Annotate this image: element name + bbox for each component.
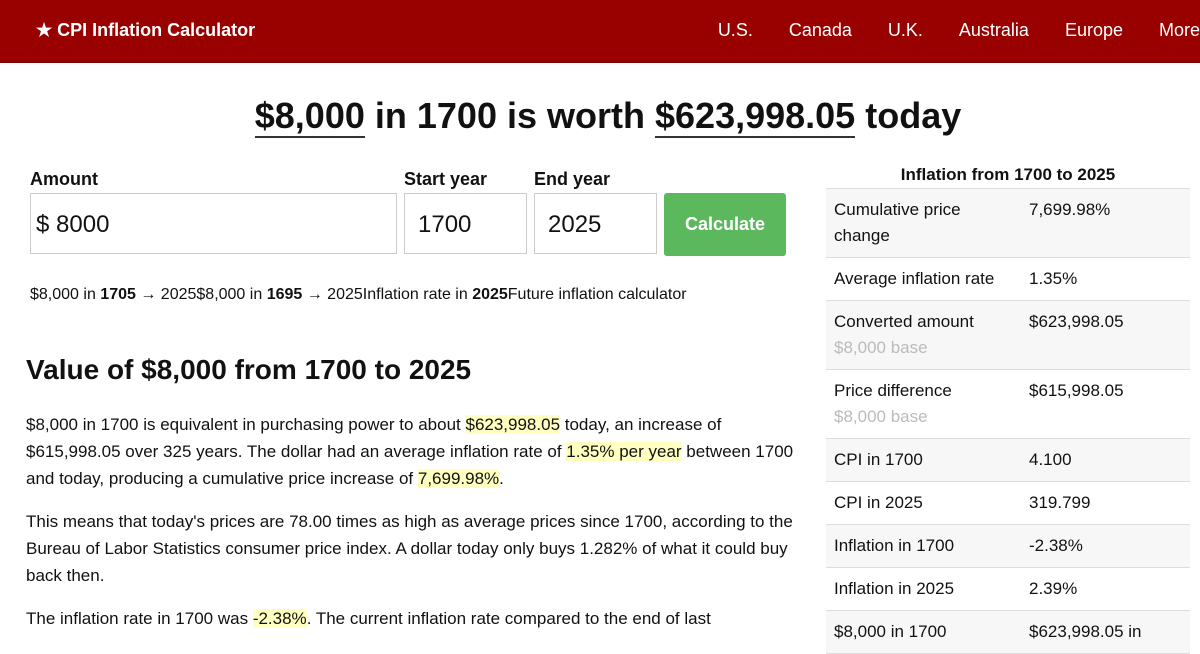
row-value: 2.39% [1029,579,1078,598]
chip[interactable]: Inflation rate in 2025 [363,286,508,304]
table-row: Cumulative price change 7,699.98% [826,189,1190,258]
row-label-cell: Converted amount $8,000 base [826,309,1029,361]
row-label-cell: $8,000 in 1700 [826,619,1029,645]
sidebar-table: Cumulative price change 7,699.98% Average … [826,189,1190,654]
row-label-cell: Price difference $8,000 base [826,378,1029,430]
text: The inflation rate in 1700 was [26,609,253,628]
chip-text: $8,000 in [30,286,96,303]
brand[interactable]: ★ CPI Inflation Calculator [36,20,256,40]
top-bar: ★ CPI Inflation Calculator U.S. Canada U.K… [0,0,1200,63]
row-value: -2.38% [1029,536,1083,555]
chip[interactable]: $8,000 in 1705 → 2025 [30,286,196,304]
row-label-cell: Cumulative price change [826,197,1029,249]
text: today, an increase of $615,998.05 over 3… [26,415,722,461]
row-label-cell: CPI in 1700 [826,447,1029,473]
row-label-cell: Inflation in 2025 [826,576,1029,602]
row-label-cell: CPI in 2025 [826,490,1029,516]
nav: U.S. Canada U.K. Australia Europe More [682,20,1200,41]
text: . [499,469,504,488]
headline: $8,000 in 1700 is worth $623,998.05 toda… [0,95,1200,138]
row-label-cell: Average inflation rate [826,266,1029,292]
chip-text: 1695 [266,286,303,303]
table-row: Inflation in 2025 2.39% [826,568,1190,611]
row-label: $8,000 in 1700 [834,622,947,641]
row-value: $623,998.05 [1029,312,1124,331]
chips: $8,000 in 1705 → 2025 $8,000 in 1695 → 20… [30,286,687,304]
text: This means that today's prices are 78.00… [26,512,793,585]
nav-link[interactable]: U.K. [887,20,923,40]
start-input[interactable]: 1700 [404,193,527,254]
chip-text: Inflation rate in [362,286,468,303]
table-row: CPI in 2025 319.799 [826,482,1190,525]
row-label: Average inflation rate [834,269,995,288]
section-title: Value of $8,000 from 1700 to 2025 [26,354,472,385]
text: . The current inflation rate compared to… [306,609,711,628]
table-row: Price difference $8,000 base $615,998.05 [826,370,1190,439]
headline-text: today [865,95,962,136]
field-label: End year [534,169,611,189]
row-value: 4.100 [1029,450,1072,469]
text: $8,000 in 1700 is equivalent in purchasi… [26,415,466,434]
chip-text: → 2025 [306,286,363,303]
headline-amount: $8,000 [254,95,365,138]
nav-link[interactable]: Australia [958,20,1029,40]
field-label: Start year [404,169,488,189]
headline-text: in 1700 is worth [374,95,645,136]
field-label: Amount [30,169,98,189]
sidebar-title: Inflation from 1700 to 2025 [826,162,1190,189]
highlight: 1.35% per year [566,442,682,461]
table-row: Converted amount $8,000 base $623,998.05 [826,301,1190,370]
currency: $ [36,211,50,238]
row-label: Inflation in 2025 [834,579,955,598]
table-row: CPI in 1700 4.100 [826,439,1190,482]
input-value: 8000 [56,211,110,238]
end-input[interactable]: 2025 [534,193,657,254]
row-label-cell: Inflation in 1700 [826,533,1029,559]
paragraph: $8,000 in 1700 is equivalent in purchasi… [26,411,796,492]
row-label: Cumulative price change [834,200,961,245]
table-row: $8,000 in 1700 $623,998.05 in [826,611,1190,654]
article: $8,000 in 1700 is equivalent in purchasi… [26,411,796,648]
row-sublabel: $8,000 base [834,407,928,426]
paragraph: This means that today's prices are 78.00… [26,508,796,589]
chip-text: Future inflation calculator [507,286,687,303]
row-label: Converted amount [834,312,974,331]
highlight: 7,699.98% [417,469,500,488]
row-label: CPI in 1700 [834,450,923,469]
text: between 1700 and today, producing a cumu… [26,442,794,488]
headline-result: $623,998.05 [655,95,856,138]
row-sublabel: $8,000 base [834,338,928,357]
row-label: Inflation in 1700 [834,536,955,555]
nav-link[interactable]: U.S. [717,20,753,40]
row-label: CPI in 2025 [834,493,923,512]
paragraph: The inflation rate in 1700 was -2.38%. T… [26,605,796,632]
highlight: -2.38% [252,609,307,628]
row-value: 7,699.98% [1029,200,1111,219]
table-row: Average inflation rate 1.35% [826,258,1190,301]
chip[interactable]: Future inflation calculator [508,286,687,304]
nav-link[interactable]: Canada [788,20,852,40]
nav-link[interactable]: More [1158,20,1200,40]
chip-text: → 2025 [140,286,197,303]
chip[interactable]: $8,000 in 1695 → 2025 [196,286,362,304]
chip-text: 2025 [472,286,508,303]
sidebar: Inflation from 1700 to 2025 Cumulative p… [826,162,1190,654]
row-value: 319.799 [1029,493,1091,512]
chip-text: $8,000 in [196,286,263,303]
row-label: Price difference [834,381,952,400]
highlight: $623,998.05 [465,415,561,434]
row-value: $623,998.05 in [1029,622,1142,641]
amount-input[interactable]: $ 8000 [30,193,397,254]
table-row: Inflation in 1700 -2.38% [826,525,1190,568]
row-value: 1.35% [1029,269,1078,288]
row-value: $615,998.05 [1029,381,1124,400]
chip-text: 1705 [100,286,136,303]
nav-link[interactable]: Europe [1064,20,1123,40]
calculate-button[interactable]: Calculate [664,193,786,256]
